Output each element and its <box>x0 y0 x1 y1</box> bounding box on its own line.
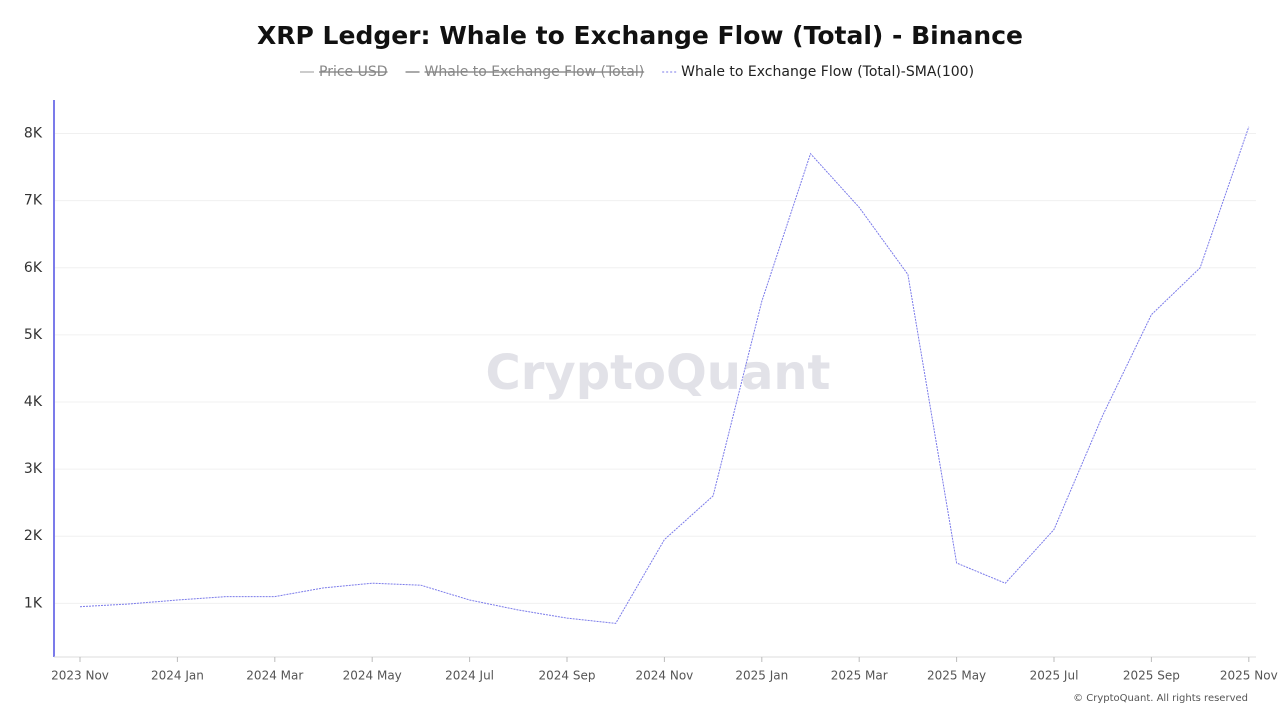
x-tick-label: 2025 Sep <box>1123 669 1180 683</box>
legend-label: Whale to Exchange Flow (Total)-SMA(100) <box>681 64 974 80</box>
x-tick-label: 2024 Sep <box>539 669 596 683</box>
data-line <box>79 126 1250 624</box>
x-tick-label: 2023 Nov <box>51 669 109 683</box>
x-tick-label: 2024 Nov <box>636 669 694 683</box>
x-tick-label: 2025 Jul <box>1030 669 1079 683</box>
footer: © CryptoQuant. All rights reserved <box>1073 693 1248 704</box>
y-tick-label: 6K <box>24 260 43 276</box>
y-tick-label: 5K <box>24 327 43 343</box>
y-tick-label: 8K <box>24 126 43 142</box>
y-tick-label: 2K <box>24 528 43 544</box>
legend-label: Whale to Exchange Flow (Total) <box>425 64 645 80</box>
legend-label: Price USD <box>319 64 388 80</box>
watermark: CryptoQuant <box>486 345 831 401</box>
y-tick-label: 7K <box>24 193 43 209</box>
x-tick-label: 2025 Mar <box>831 669 888 683</box>
y-tick-label: 1K <box>24 595 43 611</box>
x-tick-label: 2024 Mar <box>246 669 303 683</box>
y-tick-label: 3K <box>24 461 43 477</box>
chart-title: XRP Ledger: Whale to Exchange Flow (Tota… <box>257 21 1023 50</box>
y-tick-label: 4K <box>24 394 43 410</box>
x-tick-label: 2025 Nov <box>1220 669 1278 683</box>
x-tick-label: 2025 May <box>927 669 986 683</box>
x-tick-label: 2024 May <box>343 669 402 683</box>
x-tick-label: 2025 Jan <box>735 669 788 683</box>
x-tick-label: 2024 Jan <box>151 669 204 683</box>
x-tick-label: 2024 Jul <box>445 669 494 683</box>
